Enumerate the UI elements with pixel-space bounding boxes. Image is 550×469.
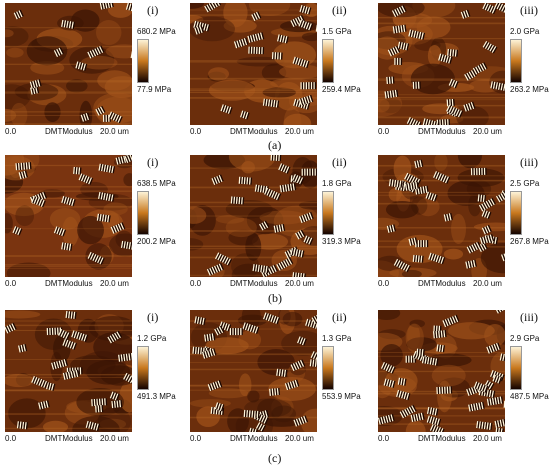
afm-panel: (i) 638.5 MPa 200.2 MPa 0.0 DMTModulus 20.0 u… [5, 155, 185, 291]
afm-image [190, 3, 317, 125]
axis-start-label: 0.0 [190, 127, 202, 136]
colorbar [322, 346, 334, 390]
afm-image [378, 155, 505, 277]
axis-start-label: 0.0 [378, 127, 390, 136]
axis-start-label: 0.0 [190, 434, 202, 443]
colorbar-min-label: 267.8 MPa [510, 237, 549, 246]
afm-image [378, 310, 505, 432]
afm-texture [5, 3, 132, 125]
colorbar [137, 39, 149, 83]
panel-index-label: (i) [147, 310, 159, 324]
channel-name-label: DMTModulus [418, 434, 466, 443]
afm-panel: (ii) 1.5 GPa 259.4 MPa 0.0 DMTModulus 20.0 um [190, 3, 370, 139]
colorbar-min-label: 487.5 MPa [510, 392, 549, 401]
channel-name-label: DMTModulus [230, 127, 278, 136]
channel-name-label: DMTModulus [418, 127, 466, 136]
axis-end-label: 20.0 um [285, 279, 314, 288]
row-label: (c) [268, 451, 282, 465]
colorbar-min-label: 263.2 MPa [510, 85, 549, 94]
panel-index-label: (i) [147, 3, 159, 17]
afm-image [5, 310, 132, 432]
axis-end-label: 20.0 um [285, 434, 314, 443]
channel-name-label: DMTModulus [230, 279, 278, 288]
colorbar [137, 191, 149, 235]
afm-panel: (ii) 1.3 GPa 553.9 MPa 0.0 DMTModulus 20.0 um [190, 310, 370, 446]
colorbar-max-label: 1.8 GPa [322, 179, 352, 188]
afm-image [190, 155, 317, 277]
row-label: (a) [268, 138, 282, 152]
colorbar-max-label: 2.9 GPa [510, 334, 540, 343]
afm-texture [190, 155, 317, 277]
axis-start-label: 0.0 [378, 434, 390, 443]
panel-index-label: (i) [147, 155, 159, 169]
channel-name-label: DMTModulus [230, 434, 278, 443]
axis-start-label: 0.0 [378, 279, 390, 288]
colorbar-min-label: 259.4 MPa [322, 85, 361, 94]
afm-panel: (i) 1.2 GPa 491.3 MPa 0.0 DMTModulus 20.0 um [5, 310, 185, 446]
panel-index-label: (iii) [520, 310, 538, 324]
axis-end-label: 20.0 um [100, 434, 129, 443]
axis-start-label: 0.0 [5, 434, 17, 443]
colorbar-max-label: 1.2 GPa [137, 334, 167, 343]
panel-index-label: (ii) [332, 3, 347, 17]
channel-name-label: DMTModulus [45, 127, 93, 136]
panel-index-label: (iii) [520, 155, 538, 169]
colorbar-max-label: 2.5 GPa [510, 179, 540, 188]
channel-name-label: DMTModulus [45, 279, 93, 288]
colorbar-min-label: 491.3 MPa [137, 392, 176, 401]
colorbar [322, 191, 334, 235]
afm-image [190, 310, 317, 432]
afm-image [5, 155, 132, 277]
afm-image [378, 3, 505, 125]
afm-panel: (iii) 2.0 GPa 263.2 MPa 0.0 DMTModulus 20.0 u… [378, 3, 550, 139]
afm-image [5, 3, 132, 125]
colorbar-min-label: 77.9 MPa [137, 85, 172, 94]
axis-start-label: 0.0 [190, 279, 202, 288]
colorbar-max-label: 680.2 MPa [137, 27, 176, 36]
axis-end-label: 20.0 um [473, 434, 502, 443]
colorbar-max-label: 1.3 GPa [322, 334, 352, 343]
panel-index-label: (iii) [520, 3, 538, 17]
afm-panel: (i) 680.2 MPa 77.9 MPa 0.0 DMTModulus 20.0 um [5, 3, 185, 139]
colorbar-max-label: 638.5 MPa [137, 179, 176, 188]
colorbar [137, 346, 149, 390]
panel-index-label: (ii) [332, 155, 347, 169]
colorbar [322, 39, 334, 83]
channel-name-label: DMTModulus [418, 279, 466, 288]
afm-texture [5, 155, 132, 277]
axis-end-label: 20.0 um [285, 127, 314, 136]
axis-end-label: 20.0 um [473, 279, 502, 288]
colorbar-max-label: 1.5 GPa [322, 27, 352, 36]
axis-start-label: 0.0 [5, 279, 17, 288]
afm-texture [190, 3, 317, 125]
colorbar [510, 191, 522, 235]
axis-end-label: 20.0 um [100, 279, 129, 288]
afm-texture [190, 310, 317, 432]
colorbar [510, 346, 522, 390]
axis-start-label: 0.0 [5, 127, 17, 136]
channel-name-label: DMTModulus [45, 434, 93, 443]
colorbar-min-label: 200.2 MPa [137, 237, 176, 246]
colorbar-max-label: 2.0 GPa [510, 27, 540, 36]
colorbar [510, 39, 522, 83]
afm-texture [378, 155, 505, 277]
axis-end-label: 20.0 um [473, 127, 502, 136]
afm-texture [5, 310, 132, 432]
axis-end-label: 20.0 um [100, 127, 129, 136]
colorbar-min-label: 319.3 MPa [322, 237, 361, 246]
panel-index-label: (ii) [332, 310, 347, 324]
afm-panel: (iii) 2.5 GPa 267.8 MPa 0.0 DMTModulus 20.0 u… [378, 155, 550, 291]
afm-panel: (iii) 2.9 GPa 487.5 MPa 0.0 DMTModulus 20.0 u… [378, 310, 550, 446]
afm-texture [378, 3, 505, 125]
afm-texture [378, 310, 505, 432]
row-label: (b) [268, 291, 282, 305]
afm-panel: (ii) 1.8 GPa 319.3 MPa 0.0 DMTModulus 20.0 um [190, 155, 370, 291]
colorbar-min-label: 553.9 MPa [322, 392, 361, 401]
